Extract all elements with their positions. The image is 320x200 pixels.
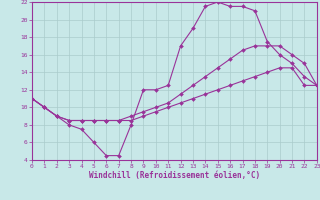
X-axis label: Windchill (Refroidissement éolien,°C): Windchill (Refroidissement éolien,°C): [89, 171, 260, 180]
